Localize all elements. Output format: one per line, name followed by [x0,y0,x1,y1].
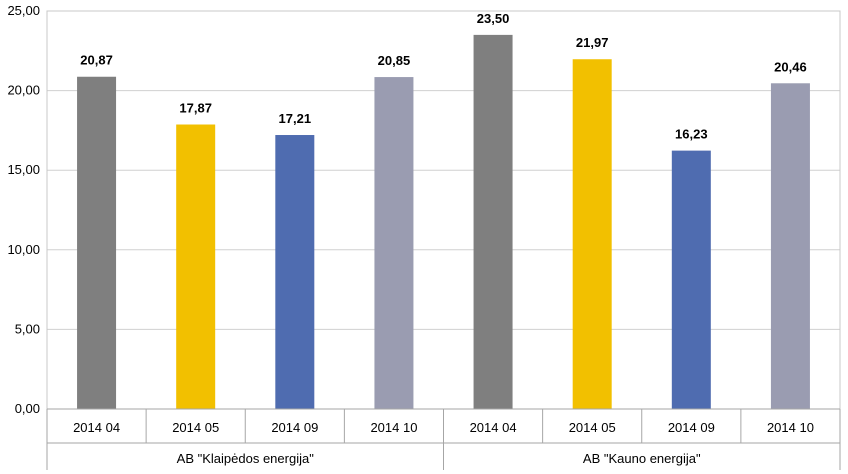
bar [176,124,216,410]
bar-data-label: 20,87 [80,53,113,68]
bar [473,34,513,409]
bar-data-label: 16,23 [675,127,708,142]
y-tick-label: 10,00 [7,242,40,257]
plot-area-border [46,10,841,410]
bar [572,59,612,409]
category-labels: 2014 04 2014 05 2014 09 2014 10 2014 04 2014 … [73,420,814,435]
y-tick-label: 15,00 [7,162,40,177]
bar-data-label: 17,21 [279,111,312,126]
bar [374,77,414,410]
y-tick-label: 0,00 [15,401,40,416]
gridlines [46,10,841,410]
bar-data-label: 21,97 [576,35,609,50]
bar-data-label: 20,85 [378,53,411,68]
category-label: 2014 10 [767,420,814,435]
y-axis-tick-labels: 0,00 5,00 10,00 15,00 20,00 25,00 [7,3,40,416]
bar [671,150,711,409]
group-label: AB "Klaipėdos energija" [177,451,315,466]
bar [275,135,315,410]
y-tick-label: 5,00 [15,321,40,336]
category-label: 2014 05 [172,420,219,435]
bar [77,76,117,409]
group-label: AB "Kauno energija" [583,451,701,466]
y-tick-label: 25,00 [7,3,40,18]
category-label: 2014 05 [569,420,616,435]
category-label: 2014 04 [470,420,517,435]
bar-data-label: 20,46 [774,59,807,74]
y-tick-label: 20,00 [7,83,40,98]
bar-data-label: 17,87 [179,101,212,116]
bars [77,34,810,410]
x-axis [46,408,841,470]
category-label: 2014 09 [271,420,318,435]
category-label: 2014 04 [73,420,120,435]
bar-data-labels: 20,87 17,87 17,21 20,85 23,50 21,97 16,23 20,46 [80,11,806,142]
category-label: 2014 10 [370,420,417,435]
bar-data-label: 23,50 [477,11,510,26]
bar [770,83,810,410]
group-labels: AB "Klaipėdos energija" AB "Kauno energij… [177,451,701,466]
category-label: 2014 09 [668,420,715,435]
